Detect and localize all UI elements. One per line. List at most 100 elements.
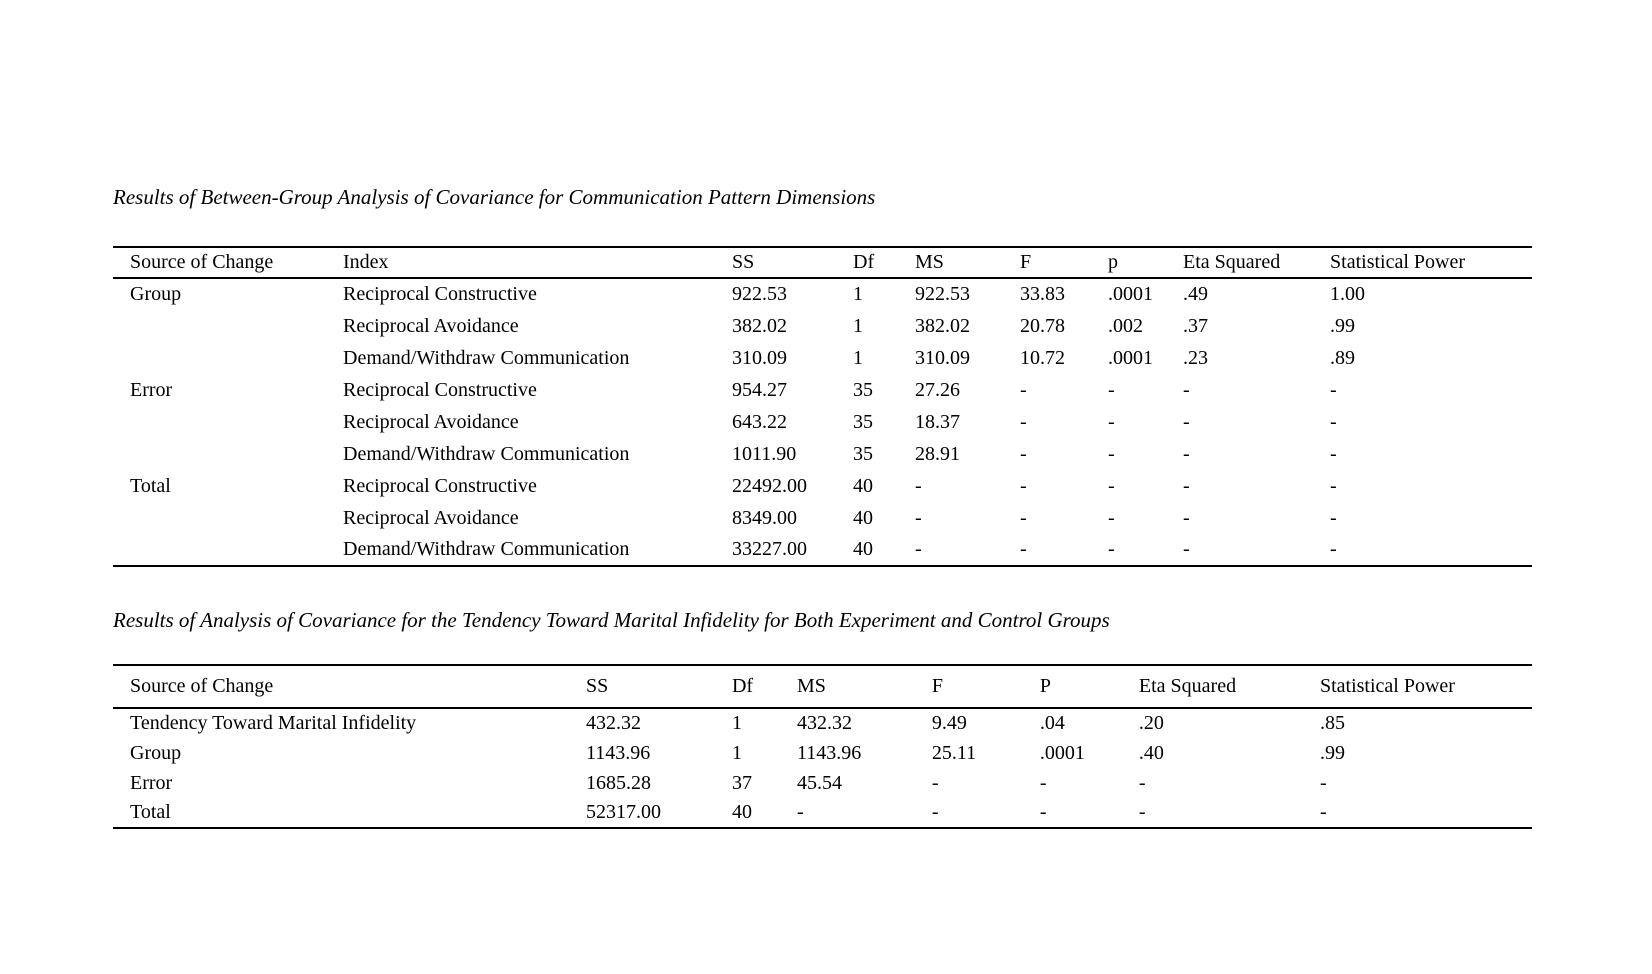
value-cell: 1 bbox=[731, 741, 742, 764]
value-cell: Demand/Withdraw Communication bbox=[343, 346, 630, 369]
value-cell: 52317.00 bbox=[585, 798, 732, 829]
value-cell: 432.32 bbox=[796, 712, 852, 734]
value-cell: - bbox=[915, 534, 1020, 567]
value-cell: - bbox=[1020, 506, 1027, 529]
value-cell: - bbox=[1107, 474, 1115, 497]
value-cell: 22492.00 bbox=[731, 474, 807, 497]
table-row: Tendency Toward Marital Infidelity 432.32… bbox=[113, 708, 1532, 738]
value-cell: Demand/Withdraw Communication bbox=[343, 534, 732, 567]
value-cell: - bbox=[1020, 410, 1027, 433]
value-cell: - bbox=[1330, 474, 1337, 497]
row-label-cell: Total bbox=[130, 474, 171, 497]
value-cell: .23 bbox=[1183, 346, 1209, 369]
table-row: Total 52317.00 40- - - - - bbox=[113, 798, 1532, 829]
value-cell: - bbox=[796, 798, 932, 829]
value-cell: - bbox=[1183, 378, 1190, 401]
value-cell: 1.00 bbox=[1330, 283, 1366, 305]
value-cell: 35 bbox=[853, 442, 873, 465]
value-cell: .99 bbox=[1319, 741, 1345, 764]
table1-body: Group Reciprocal Constructive 922.53 1 922.5… bbox=[113, 278, 1532, 567]
value-cell: .002 bbox=[1107, 314, 1143, 337]
column-header-statistical-power: Statistical Power bbox=[1319, 665, 1532, 709]
value-cell: - bbox=[1138, 798, 1320, 829]
value-cell: 1 bbox=[853, 283, 863, 305]
row-label-cell: Tendency Toward Marital Infidelity bbox=[130, 712, 417, 734]
value-cell: - bbox=[931, 798, 1040, 829]
row-label-cell: Group bbox=[130, 741, 182, 764]
value-cell: - bbox=[1319, 771, 1327, 794]
row-label-cell bbox=[113, 310, 343, 342]
value-cell: Demand/Withdraw Communication bbox=[343, 442, 630, 465]
table-row: Reciprocal Avoidance 643.22 35 18.37 - - - - bbox=[113, 406, 1532, 438]
value-cell: 1 bbox=[731, 712, 742, 734]
value-cell: - bbox=[1330, 506, 1337, 529]
value-cell: 28.91 bbox=[915, 442, 960, 465]
column-header-ss: SS bbox=[731, 247, 853, 279]
value-cell: 1143.96 bbox=[585, 741, 651, 764]
value-cell: - bbox=[1183, 534, 1331, 567]
value-cell: 310.09 bbox=[731, 346, 787, 369]
row-label-cell bbox=[113, 342, 343, 374]
value-cell: .49 bbox=[1183, 283, 1209, 305]
value-cell: - bbox=[1319, 798, 1532, 829]
value-cell: .37 bbox=[1183, 314, 1209, 337]
column-header-ss: SS bbox=[585, 665, 732, 709]
value-cell: - bbox=[1330, 378, 1337, 401]
column-header-source-of-change: Source of Change bbox=[113, 247, 344, 279]
value-cell: 922.53 bbox=[731, 283, 787, 305]
value-cell: - bbox=[1020, 474, 1027, 497]
value-cell: 37 bbox=[731, 771, 752, 794]
value-cell: Reciprocal Constructive bbox=[343, 378, 537, 401]
value-cell: 1685.28 bbox=[585, 771, 651, 794]
value-cell: - bbox=[915, 506, 922, 529]
row-label-cell bbox=[113, 406, 343, 438]
value-cell: 33227.00 bbox=[731, 534, 853, 567]
table-row: Reciprocal Avoidance 8349.00 40 - - - - - bbox=[113, 502, 1532, 534]
row-label-cell bbox=[113, 438, 343, 470]
table-row: Error Reciprocal Constructive 954.27 35 27.2… bbox=[113, 374, 1532, 406]
value-cell: - bbox=[931, 771, 939, 794]
column-header-f: F bbox=[1020, 247, 1108, 279]
row-label-cell: Error bbox=[130, 771, 173, 794]
column-header-p: P bbox=[1039, 665, 1139, 709]
value-cell: 45.54 bbox=[796, 771, 842, 794]
table-row: Group Reciprocal Constructive 922.53 1 922.5… bbox=[113, 278, 1532, 310]
column-header-df: Df bbox=[731, 665, 797, 709]
column-header-source-of-change: Source of Change bbox=[113, 665, 586, 709]
value-cell: .40 bbox=[1138, 741, 1164, 764]
value-cell: 10.72 bbox=[1020, 346, 1065, 369]
value-cell: 25.11 bbox=[931, 741, 977, 764]
value-cell: 35 bbox=[853, 410, 873, 433]
value-cell: .0001 bbox=[1039, 741, 1085, 764]
value-cell: 35 bbox=[853, 378, 873, 401]
value-cell: - bbox=[1107, 410, 1115, 433]
value-cell: - bbox=[1020, 442, 1027, 465]
table-row: Demand/Withdraw Communication 1011.90 35 28… bbox=[113, 438, 1532, 470]
value-cell: 40 bbox=[853, 506, 873, 529]
table-row: Total Reciprocal Constructive 22492.00 40 - -… bbox=[113, 470, 1532, 502]
value-cell: .89 bbox=[1330, 346, 1356, 369]
value-cell: 9.49 bbox=[931, 712, 967, 734]
row-label-cell bbox=[113, 502, 343, 534]
value-cell: - bbox=[1107, 506, 1115, 529]
value-cell: - bbox=[1183, 474, 1190, 497]
value-cell: 432.32 bbox=[585, 712, 641, 734]
value-cell: 310.09 bbox=[915, 346, 970, 369]
value-cell: 27.26 bbox=[915, 378, 960, 401]
value-cell: - bbox=[1183, 410, 1190, 433]
value-cell: - bbox=[1330, 442, 1337, 465]
value-cell: - bbox=[1039, 771, 1047, 794]
value-cell: .85 bbox=[1319, 712, 1345, 734]
value-cell: .0001 bbox=[1107, 346, 1153, 369]
value-cell: - bbox=[1020, 378, 1027, 401]
value-cell: 382.02 bbox=[915, 314, 970, 337]
value-cell: 643.22 bbox=[731, 410, 787, 433]
value-cell: 40 bbox=[853, 474, 873, 497]
value-cell: - bbox=[1107, 442, 1115, 465]
value-cell: 1 bbox=[853, 314, 863, 337]
row-label-cell: Error bbox=[130, 378, 173, 401]
value-cell: .04 bbox=[1039, 712, 1065, 734]
value-cell: - bbox=[1183, 506, 1190, 529]
